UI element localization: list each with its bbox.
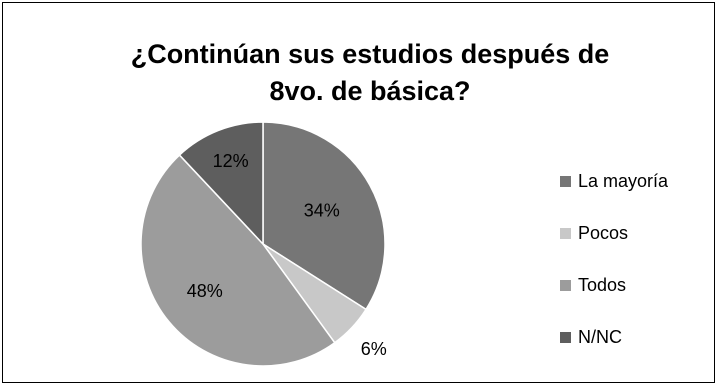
legend-label-3: N/NC — [578, 326, 622, 347]
chart-title: ¿Continúan sus estudios después de 8vo. … — [0, 36, 719, 110]
pie-slice-labels: 34% 6% 48% 12% — [187, 151, 387, 359]
legend-item-0: La mayoría — [560, 168, 668, 194]
chart-title-line-1: ¿Continúan sus estudios después de — [130, 39, 610, 69]
pie-slice-2 — [140, 154, 336, 367]
legend-label-2: Todos — [578, 274, 627, 295]
legend-label-1: Pocos — [578, 222, 629, 243]
pie-slices — [140, 121, 386, 367]
legend-swatch-2 — [560, 279, 571, 291]
pie-slice-3 — [178, 121, 264, 246]
legend-item-2: Todos — [560, 272, 668, 298]
slice-label-1: 6% — [361, 339, 387, 359]
legend-label-0: La mayoría — [578, 170, 669, 191]
slice-label-0: 34% — [304, 200, 340, 220]
slice-label-2: 48% — [187, 281, 223, 301]
legend: La mayoría Pocos Todos N/NC — [560, 168, 668, 376]
legend-swatch-0 — [560, 175, 571, 187]
legend-item-1: Pocos — [560, 220, 668, 246]
chart-title-line-2: 8vo. de básica? — [269, 76, 471, 106]
legend-swatch-1 — [560, 227, 571, 239]
slice-label-3: 12% — [213, 151, 249, 171]
legend-swatch-3 — [560, 331, 571, 343]
legend-item-3: N/NC — [560, 324, 668, 350]
